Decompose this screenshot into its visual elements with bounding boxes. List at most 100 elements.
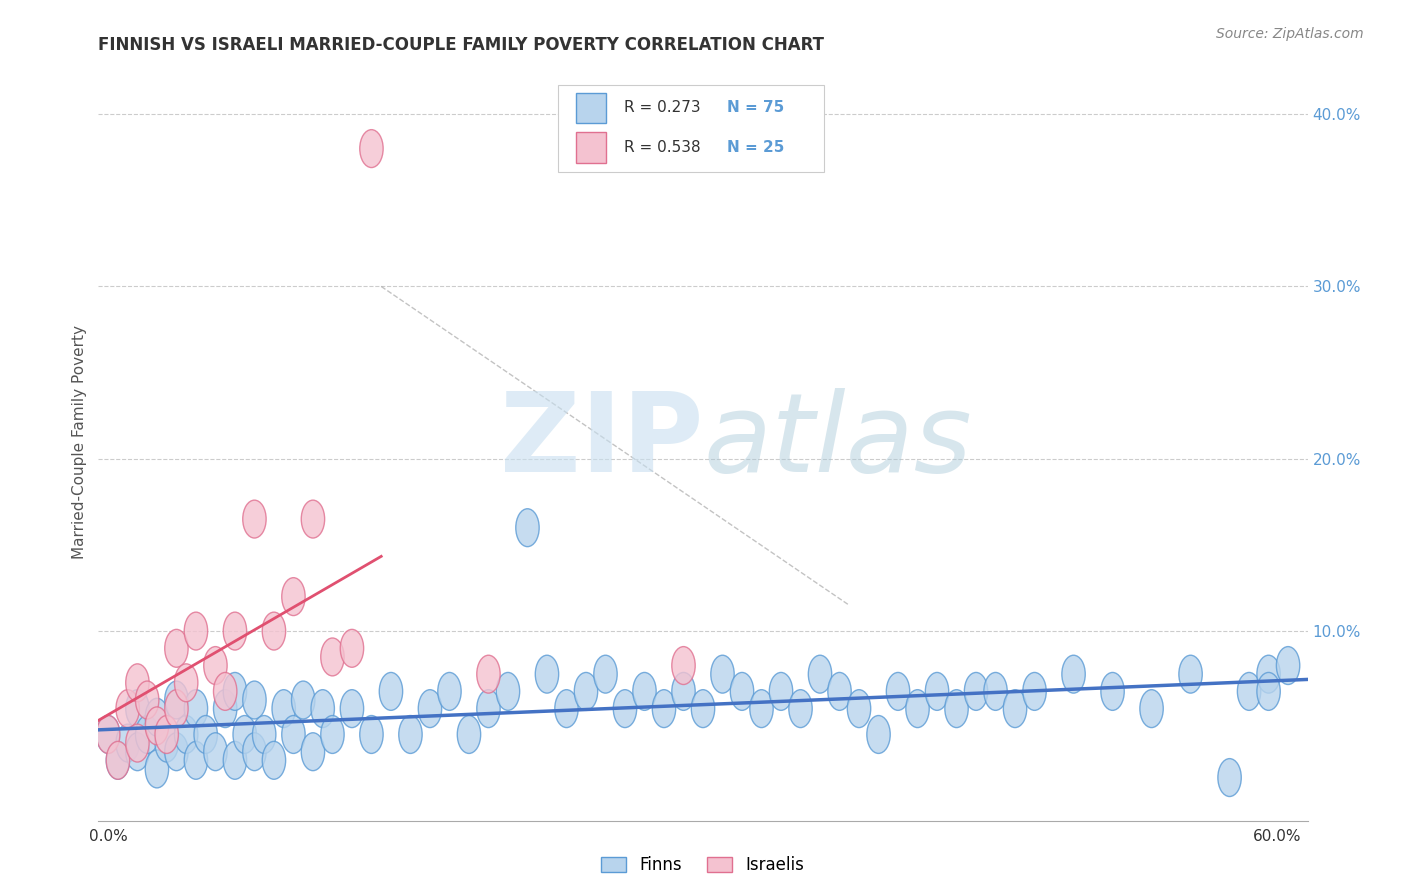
Ellipse shape [477,656,501,693]
Ellipse shape [125,724,149,762]
FancyBboxPatch shape [558,85,824,172]
Text: Source: ZipAtlas.com: Source: ZipAtlas.com [1216,27,1364,41]
Ellipse shape [399,715,422,754]
Ellipse shape [672,647,695,684]
Ellipse shape [925,673,949,710]
Ellipse shape [749,690,773,728]
Ellipse shape [360,715,384,754]
Ellipse shape [965,673,988,710]
Ellipse shape [115,724,139,762]
Text: R = 0.273: R = 0.273 [624,101,702,115]
Ellipse shape [301,500,325,538]
Ellipse shape [868,715,890,754]
Ellipse shape [301,732,325,771]
Ellipse shape [233,715,256,754]
Ellipse shape [107,741,129,780]
Ellipse shape [848,690,870,728]
Ellipse shape [886,673,910,710]
Text: atlas: atlas [703,388,972,495]
Text: N = 25: N = 25 [727,140,785,155]
Ellipse shape [418,690,441,728]
Y-axis label: Married-Couple Family Poverty: Married-Couple Family Poverty [72,325,87,558]
Ellipse shape [945,690,969,728]
Text: 0.0%: 0.0% [89,830,128,845]
Ellipse shape [281,578,305,615]
Ellipse shape [1022,673,1046,710]
Ellipse shape [769,673,793,710]
Ellipse shape [125,732,149,771]
Ellipse shape [672,673,695,710]
Ellipse shape [291,681,315,719]
Ellipse shape [165,732,188,771]
Ellipse shape [477,690,501,728]
Ellipse shape [253,715,276,754]
FancyBboxPatch shape [576,132,606,162]
Ellipse shape [174,664,198,702]
Ellipse shape [214,673,236,710]
Ellipse shape [125,664,149,702]
Ellipse shape [184,741,208,780]
Ellipse shape [184,612,208,650]
Ellipse shape [1178,656,1202,693]
Ellipse shape [145,698,169,736]
Ellipse shape [125,690,149,728]
Ellipse shape [496,673,520,710]
Ellipse shape [243,681,266,719]
Ellipse shape [135,715,159,754]
Text: N = 75: N = 75 [727,101,785,115]
Ellipse shape [1277,647,1299,684]
Ellipse shape [360,129,384,168]
Ellipse shape [263,612,285,650]
Ellipse shape [165,681,188,719]
Text: ZIP: ZIP [499,388,703,495]
Ellipse shape [165,690,188,728]
Ellipse shape [536,656,558,693]
Ellipse shape [828,673,851,710]
Ellipse shape [633,129,657,168]
Ellipse shape [204,732,228,771]
Ellipse shape [145,750,169,788]
Ellipse shape [652,690,676,728]
Ellipse shape [271,690,295,728]
Ellipse shape [1101,673,1125,710]
Ellipse shape [711,656,734,693]
Ellipse shape [155,715,179,754]
Ellipse shape [97,715,120,754]
Text: FINNISH VS ISRAELI MARRIED-COUPLE FAMILY POVERTY CORRELATION CHART: FINNISH VS ISRAELI MARRIED-COUPLE FAMILY… [98,36,824,54]
Ellipse shape [905,690,929,728]
Ellipse shape [1218,758,1241,797]
Ellipse shape [340,690,364,728]
Ellipse shape [593,656,617,693]
Ellipse shape [311,690,335,728]
Text: R = 0.538: R = 0.538 [624,140,702,155]
Ellipse shape [555,690,578,728]
Ellipse shape [184,690,208,728]
Ellipse shape [380,673,402,710]
Ellipse shape [165,630,188,667]
Ellipse shape [574,673,598,710]
FancyBboxPatch shape [576,93,606,123]
Ellipse shape [97,715,120,754]
Ellipse shape [321,638,344,676]
Ellipse shape [1062,656,1085,693]
Ellipse shape [224,741,246,780]
Ellipse shape [224,673,246,710]
Ellipse shape [516,508,538,547]
Ellipse shape [145,706,169,745]
Ellipse shape [789,690,813,728]
Text: 60.0%: 60.0% [1253,830,1302,845]
Ellipse shape [984,673,1007,710]
Ellipse shape [281,715,305,754]
Ellipse shape [808,656,832,693]
Ellipse shape [174,715,198,754]
Ellipse shape [204,647,228,684]
Ellipse shape [633,673,657,710]
Ellipse shape [243,500,266,538]
Ellipse shape [243,732,266,771]
Ellipse shape [1004,690,1026,728]
Ellipse shape [224,612,246,650]
Legend: Finns, Israelis: Finns, Israelis [595,849,811,880]
Ellipse shape [692,690,714,728]
Ellipse shape [1257,673,1281,710]
Ellipse shape [214,690,236,728]
